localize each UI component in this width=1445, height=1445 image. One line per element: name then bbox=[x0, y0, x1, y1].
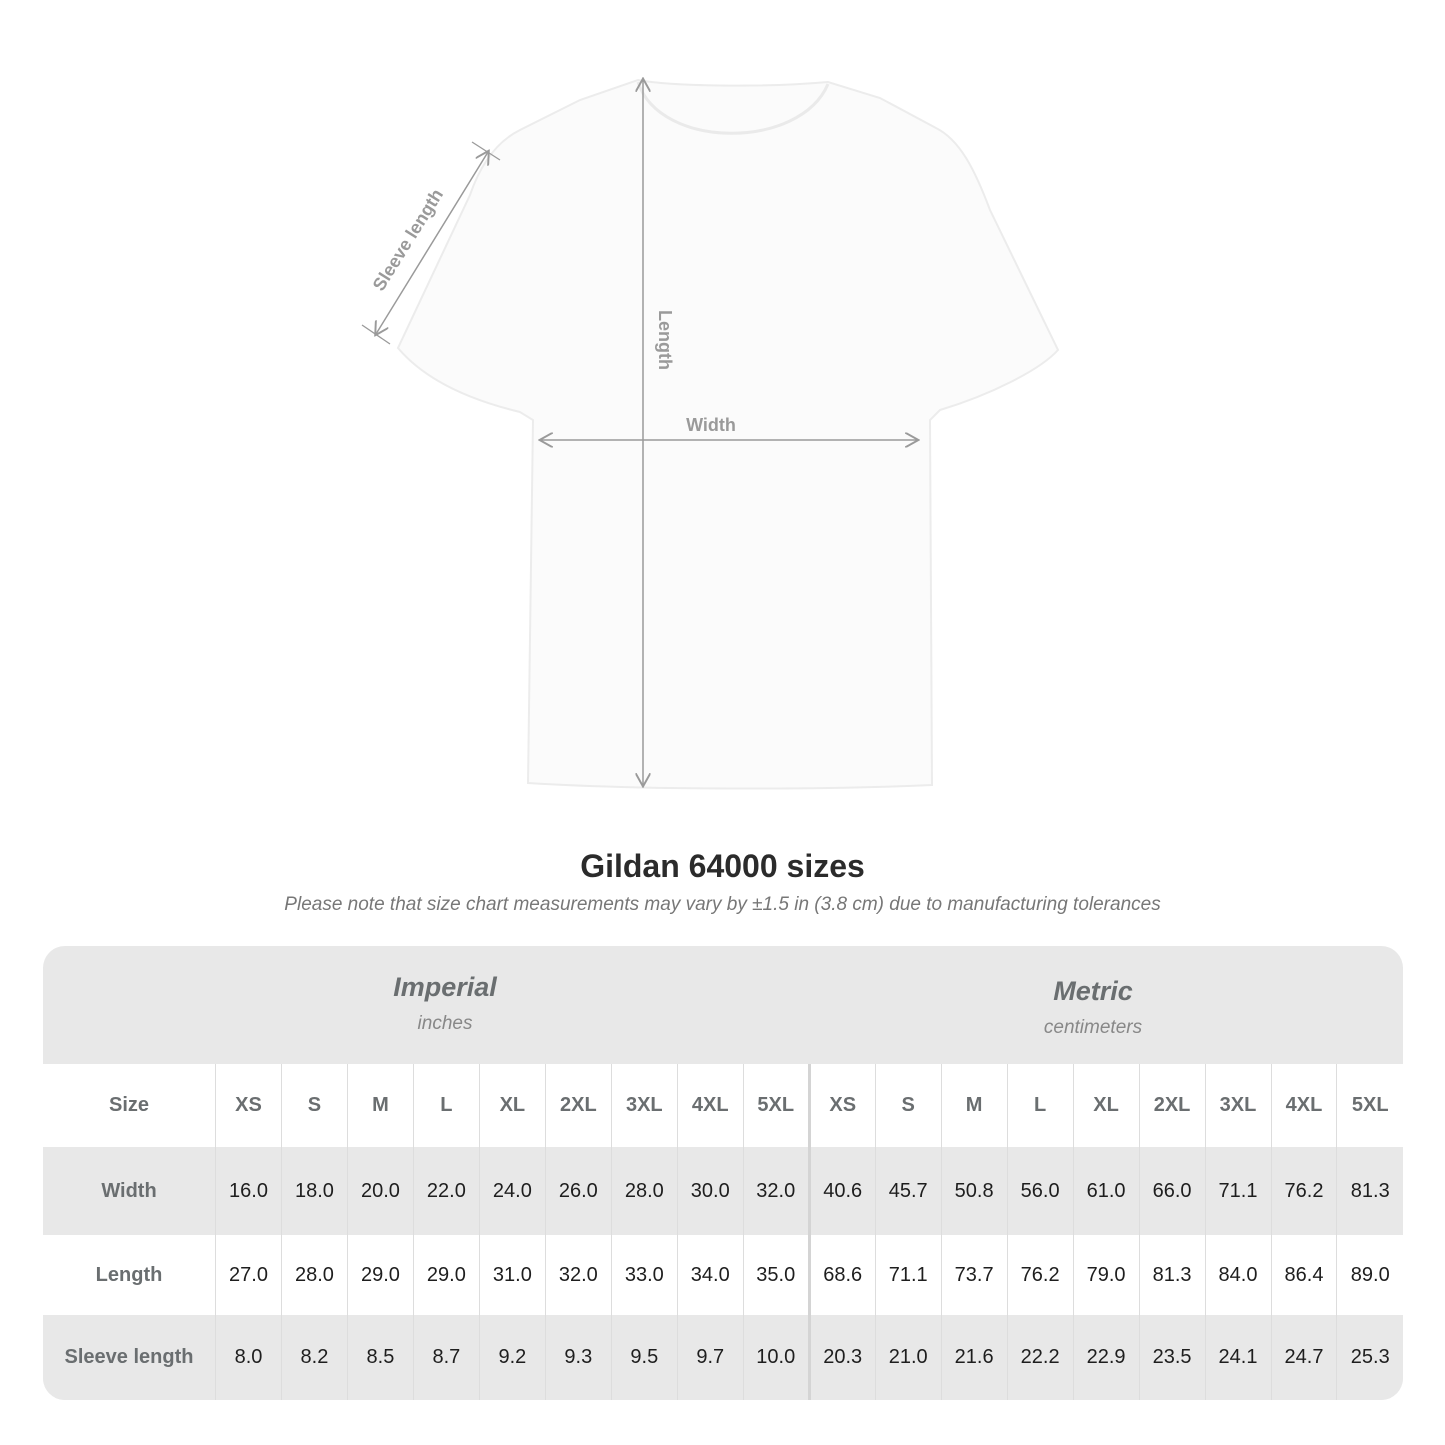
imperial-cell: 9.5 bbox=[610, 1315, 678, 1400]
size-table: Size XS S M L XL 2XL 3XL 4XL 5XL XS S M L XL 2XL 3XL 4XL 5… bbox=[43, 1064, 1403, 1400]
metric-cell: 89.0 bbox=[1336, 1235, 1403, 1315]
tshirt-diagram: Width Length Sleeve length bbox=[361, 0, 1060, 790]
imperial-cell: 35.0 bbox=[742, 1235, 810, 1315]
metric-size-header: 3XL bbox=[1204, 1064, 1271, 1147]
imperial-cell: 30.0 bbox=[676, 1147, 744, 1235]
imperial-cell: 18.0 bbox=[280, 1147, 348, 1235]
metric-cell: 81.3 bbox=[1336, 1147, 1403, 1235]
imperial-cell: 24.0 bbox=[478, 1147, 546, 1235]
imperial-size-header: 2XL bbox=[544, 1064, 612, 1147]
metric-cell: 24.7 bbox=[1270, 1315, 1337, 1400]
metric-cell: 20.3 bbox=[807, 1315, 876, 1400]
metric-cell: 40.6 bbox=[807, 1147, 876, 1235]
imperial-cell: 9.2 bbox=[478, 1315, 546, 1400]
imperial-size-header: L bbox=[412, 1064, 480, 1147]
metric-cell: 84.0 bbox=[1204, 1235, 1271, 1315]
metric-cell: 50.8 bbox=[940, 1147, 1008, 1235]
size-table-card: Imperial inches Metric centimeters Size X… bbox=[43, 946, 1403, 1400]
imperial-cell: 8.5 bbox=[346, 1315, 414, 1400]
size-header-row: Size XS S M L XL 2XL 3XL 4XL 5XL XS S M L XL 2XL 3XL 4XL 5… bbox=[43, 1064, 1403, 1147]
imperial-cell: 8.0 bbox=[215, 1315, 282, 1400]
imperial-cell: 20.0 bbox=[346, 1147, 414, 1235]
metric-cell: 25.3 bbox=[1336, 1315, 1403, 1400]
metric-size-header: L bbox=[1006, 1064, 1074, 1147]
metric-size-header: XS bbox=[807, 1064, 876, 1147]
metric-size-header: 2XL bbox=[1138, 1064, 1206, 1147]
imperial-cell: 8.7 bbox=[412, 1315, 480, 1400]
imperial-cell: 9.7 bbox=[676, 1315, 744, 1400]
row-label: Sleeve length bbox=[64, 1346, 194, 1368]
imperial-size-header: XL bbox=[478, 1064, 546, 1147]
imperial-unit: inches bbox=[417, 1013, 473, 1034]
metric-cell: 22.2 bbox=[1006, 1315, 1074, 1400]
metric-cell: 45.7 bbox=[874, 1147, 942, 1235]
metric-cell: 68.6 bbox=[807, 1235, 876, 1315]
metric-cell: 56.0 bbox=[1006, 1147, 1074, 1235]
imperial-cell: 29.0 bbox=[412, 1235, 480, 1315]
metric-cell: 71.1 bbox=[874, 1235, 942, 1315]
sleeve-measure-line bbox=[376, 152, 488, 334]
table-row: Sleeve length 8.0 8.2 8.5 8.7 9.2 9.3 9.5 9.7 10.… bbox=[43, 1315, 1403, 1400]
table-row: Width 16.0 18.0 20.0 22.0 24.0 26.0 28.0 30.0 32.… bbox=[43, 1147, 1403, 1235]
metric-cell: 76.2 bbox=[1270, 1147, 1337, 1235]
metric-cell: 76.2 bbox=[1006, 1235, 1074, 1315]
metric-size-header: S bbox=[874, 1064, 942, 1147]
imperial-size-header: 5XL bbox=[742, 1064, 810, 1147]
metric-size-header: 4XL bbox=[1270, 1064, 1337, 1147]
imperial-cell: 10.0 bbox=[742, 1315, 810, 1400]
imperial-cell: 27.0 bbox=[215, 1235, 282, 1315]
imperial-title: Imperial bbox=[393, 972, 497, 1002]
chart-title: Gildan 64000 sizes bbox=[580, 848, 865, 884]
metric-cell: 86.4 bbox=[1270, 1235, 1337, 1315]
metric-cell: 22.9 bbox=[1072, 1315, 1140, 1400]
imperial-cell: 28.0 bbox=[280, 1235, 348, 1315]
metric-size-header: 5XL bbox=[1336, 1064, 1403, 1147]
metric-size-header: XL bbox=[1072, 1064, 1140, 1147]
metric-cell: 21.0 bbox=[874, 1315, 942, 1400]
tolerance-note: Please note that size chart measurements… bbox=[284, 894, 1161, 915]
imperial-cell: 22.0 bbox=[412, 1147, 480, 1235]
imperial-cell: 33.0 bbox=[610, 1235, 678, 1315]
imperial-cell: 29.0 bbox=[346, 1235, 414, 1315]
imperial-size-header: M bbox=[346, 1064, 414, 1147]
metric-header: Metric centimeters bbox=[893, 976, 1293, 1039]
imperial-cell: 8.2 bbox=[280, 1315, 348, 1400]
imperial-cell: 31.0 bbox=[478, 1235, 546, 1315]
imperial-size-header: 3XL bbox=[610, 1064, 678, 1147]
imperial-cell: 28.0 bbox=[610, 1147, 678, 1235]
metric-cell: 66.0 bbox=[1138, 1147, 1206, 1235]
imperial-cell: 9.3 bbox=[544, 1315, 612, 1400]
imperial-size-header: 4XL bbox=[676, 1064, 744, 1147]
size-column-label: Size bbox=[108, 1094, 150, 1116]
metric-title: Metric bbox=[1053, 976, 1133, 1006]
imperial-size-header: S bbox=[280, 1064, 348, 1147]
imperial-cell: 32.0 bbox=[544, 1235, 612, 1315]
imperial-cell: 34.0 bbox=[676, 1235, 744, 1315]
metric-cell: 24.1 bbox=[1204, 1315, 1271, 1400]
metric-cell: 71.1 bbox=[1204, 1147, 1271, 1235]
imperial-cell: 26.0 bbox=[544, 1147, 612, 1235]
imperial-cell: 32.0 bbox=[742, 1147, 810, 1235]
metric-cell: 61.0 bbox=[1072, 1147, 1140, 1235]
metric-size-header: M bbox=[940, 1064, 1008, 1147]
collar bbox=[636, 81, 830, 135]
metric-cell: 79.0 bbox=[1072, 1235, 1140, 1315]
metric-cell: 73.7 bbox=[940, 1235, 1008, 1315]
length-label: Length bbox=[655, 310, 675, 370]
row-label: Width bbox=[101, 1179, 157, 1202]
metric-cell: 81.3 bbox=[1138, 1235, 1206, 1315]
imperial-size-header: XS bbox=[215, 1064, 282, 1147]
width-label: Width bbox=[686, 415, 736, 435]
row-label: Length bbox=[95, 1263, 163, 1286]
metric-cell: 21.6 bbox=[940, 1315, 1008, 1400]
metric-cell: 23.5 bbox=[1138, 1315, 1206, 1400]
imperial-header: Imperial inches bbox=[245, 972, 645, 1035]
metric-unit: centimeters bbox=[1043, 1017, 1143, 1038]
table-row: Length 27.0 28.0 29.0 29.0 31.0 32.0 33.0 34.0 35… bbox=[43, 1235, 1403, 1315]
imperial-cell: 16.0 bbox=[215, 1147, 282, 1235]
